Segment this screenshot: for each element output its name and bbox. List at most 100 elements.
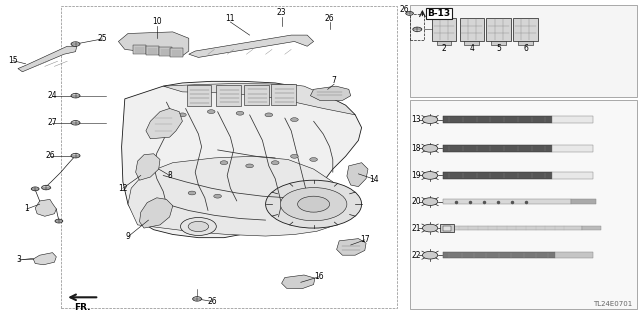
Circle shape bbox=[71, 153, 80, 158]
Polygon shape bbox=[118, 32, 189, 56]
Circle shape bbox=[214, 194, 221, 198]
Bar bbox=[244, 85, 269, 105]
Text: 15: 15 bbox=[8, 56, 18, 65]
Polygon shape bbox=[189, 35, 314, 57]
Circle shape bbox=[266, 180, 362, 228]
Polygon shape bbox=[163, 84, 355, 115]
Circle shape bbox=[422, 251, 438, 259]
Bar bbox=[410, 5, 637, 97]
Bar bbox=[432, 18, 456, 41]
Bar bbox=[133, 45, 146, 54]
Text: 19: 19 bbox=[412, 171, 421, 180]
Text: 17: 17 bbox=[360, 235, 370, 244]
Bar bbox=[443, 116, 552, 123]
Polygon shape bbox=[128, 156, 349, 236]
Bar bbox=[170, 48, 183, 57]
Text: 26: 26 bbox=[400, 5, 410, 14]
Text: 9: 9 bbox=[125, 232, 131, 241]
Text: 2: 2 bbox=[442, 44, 447, 53]
Text: 24: 24 bbox=[47, 91, 58, 100]
Text: 8: 8 bbox=[167, 171, 172, 180]
Bar bbox=[454, 226, 582, 230]
Bar bbox=[443, 199, 571, 204]
Circle shape bbox=[55, 219, 63, 223]
Bar bbox=[146, 46, 159, 55]
Bar bbox=[518, 41, 532, 45]
Bar bbox=[443, 226, 451, 231]
Circle shape bbox=[42, 185, 51, 190]
Circle shape bbox=[265, 113, 273, 117]
Bar bbox=[571, 199, 596, 204]
Polygon shape bbox=[35, 199, 56, 216]
Polygon shape bbox=[347, 163, 368, 187]
Text: 7: 7 bbox=[332, 76, 337, 85]
Circle shape bbox=[179, 113, 186, 117]
Circle shape bbox=[188, 221, 209, 232]
Bar bbox=[465, 41, 479, 45]
Circle shape bbox=[422, 198, 438, 205]
Text: 14: 14 bbox=[369, 175, 380, 184]
Text: 3: 3 bbox=[17, 256, 22, 264]
Bar bbox=[410, 14, 424, 40]
Circle shape bbox=[71, 93, 80, 98]
Circle shape bbox=[422, 172, 438, 179]
Text: 25: 25 bbox=[97, 34, 108, 43]
Bar bbox=[555, 252, 593, 258]
Polygon shape bbox=[33, 253, 56, 265]
Circle shape bbox=[180, 218, 216, 235]
Circle shape bbox=[220, 161, 228, 165]
Bar bbox=[513, 18, 538, 41]
Polygon shape bbox=[146, 108, 182, 139]
Text: 26: 26 bbox=[45, 151, 55, 160]
Text: 1: 1 bbox=[24, 204, 29, 213]
Text: 21: 21 bbox=[412, 224, 421, 233]
Circle shape bbox=[236, 111, 244, 115]
Bar bbox=[582, 226, 601, 230]
Circle shape bbox=[422, 145, 438, 152]
Circle shape bbox=[310, 158, 317, 161]
Text: 27: 27 bbox=[47, 118, 58, 127]
Bar bbox=[410, 100, 637, 309]
Bar bbox=[61, 6, 397, 308]
Text: 10: 10 bbox=[152, 17, 162, 26]
Circle shape bbox=[422, 224, 438, 232]
Polygon shape bbox=[310, 86, 351, 100]
Bar bbox=[552, 145, 593, 152]
Bar bbox=[159, 47, 172, 56]
Bar bbox=[443, 252, 555, 258]
Text: 18: 18 bbox=[412, 144, 421, 153]
Circle shape bbox=[298, 196, 330, 212]
Polygon shape bbox=[140, 198, 173, 228]
Bar bbox=[271, 84, 296, 105]
Bar bbox=[437, 41, 451, 45]
Bar bbox=[486, 18, 511, 41]
Circle shape bbox=[207, 110, 215, 114]
Polygon shape bbox=[337, 239, 366, 255]
Circle shape bbox=[71, 42, 80, 46]
Bar bbox=[443, 172, 552, 179]
Bar bbox=[552, 172, 593, 179]
Text: 26: 26 bbox=[207, 297, 218, 306]
Text: 12: 12 bbox=[118, 184, 127, 193]
Text: 16: 16 bbox=[314, 272, 324, 281]
Polygon shape bbox=[18, 46, 77, 72]
Text: 11: 11 bbox=[226, 14, 235, 23]
Text: 20: 20 bbox=[412, 197, 421, 206]
Text: 22: 22 bbox=[412, 251, 421, 260]
Text: 23: 23 bbox=[276, 8, 287, 17]
Text: 13: 13 bbox=[412, 115, 421, 124]
Text: TL24E0701: TL24E0701 bbox=[593, 301, 632, 307]
Circle shape bbox=[422, 116, 438, 123]
Text: B-13: B-13 bbox=[428, 9, 451, 18]
Polygon shape bbox=[136, 154, 160, 180]
Polygon shape bbox=[282, 275, 315, 289]
Bar bbox=[552, 116, 593, 123]
Circle shape bbox=[271, 161, 279, 165]
Circle shape bbox=[193, 297, 202, 301]
Circle shape bbox=[280, 188, 347, 221]
Circle shape bbox=[31, 187, 39, 191]
Text: 26: 26 bbox=[324, 14, 335, 23]
Circle shape bbox=[406, 11, 413, 15]
Bar bbox=[460, 18, 484, 41]
Bar bbox=[440, 224, 454, 232]
